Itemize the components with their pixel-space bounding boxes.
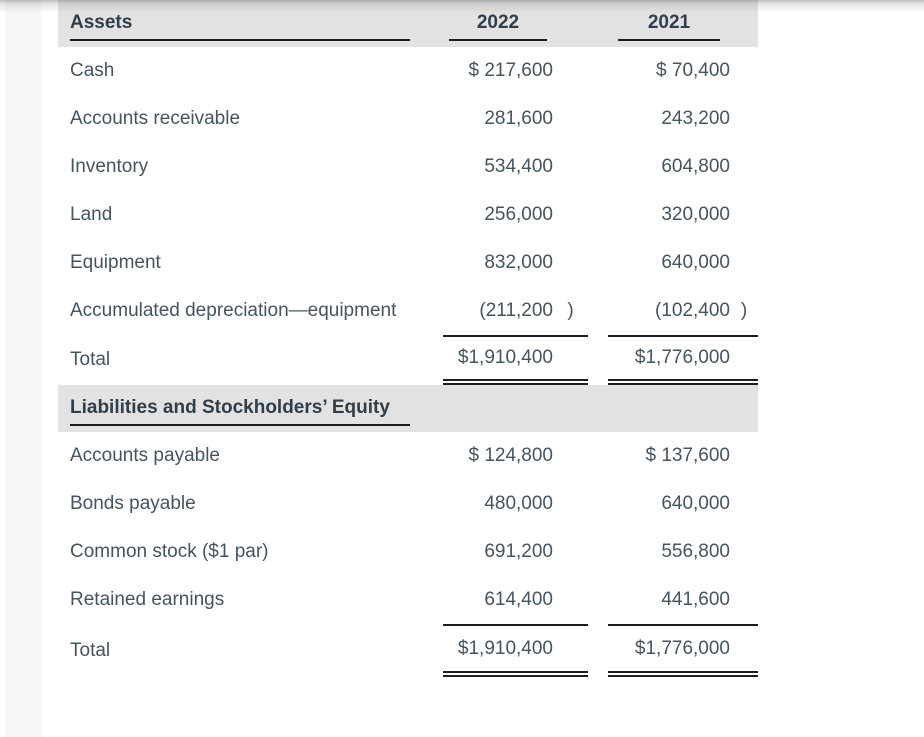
total-cell-2022: $1,910,400 — [443, 624, 588, 677]
row-label: Retained earnings — [70, 589, 225, 610]
table-row-inventory: Inventory 534,400 604,800 — [58, 143, 758, 191]
row-label: Inventory — [70, 156, 149, 177]
cell-2022: 691,200 — [484, 541, 553, 562]
cell-2022: 256,000 — [484, 204, 553, 225]
closing-paren: ) — [740, 300, 748, 321]
row-label: Accounts payable — [70, 445, 220, 466]
left-margin-strip — [5, 0, 42, 737]
cell-2021: $ 70,400 — [656, 60, 730, 81]
cell-2021: (102,400) — [608, 287, 758, 335]
liabilities-section-header-row: Liabilities and Stockholders’ Equity — [58, 385, 758, 432]
cell-2022: (211,200) — [443, 287, 588, 335]
total-cell-2021: $1,776,000 — [608, 335, 758, 385]
assets-section-title: Assets — [70, 6, 410, 41]
total-label: Total — [70, 349, 111, 370]
row-label: Accumulated depreciation—equipment — [70, 300, 397, 321]
cell-2021: 640,000 — [661, 493, 730, 514]
total-cell-2021: $1,776,000 — [608, 624, 758, 677]
total-cell-2022: $1,910,400 — [443, 335, 588, 385]
cell-2021: 243,200 — [661, 108, 730, 129]
column-gap — [588, 0, 608, 47]
cell-2022: $ 124,800 — [468, 445, 553, 466]
row-label: Equipment — [70, 252, 161, 273]
table-row-retained-earnings: Retained earnings 614,400 441,600 — [58, 576, 758, 624]
cell-2021: 320,000 — [661, 204, 730, 225]
table-row-land: Land 256,000 320,000 — [58, 191, 758, 239]
assets-section-title-cell: Assets — [58, 0, 443, 47]
table-row-common-stock: Common stock ($1 par) 691,200 556,800 — [58, 528, 758, 576]
row-label: Accounts receivable — [70, 108, 241, 129]
column-header-2022-cell: 2022 — [443, 0, 588, 47]
column-header-2021: 2021 — [618, 6, 720, 41]
assets-total-row: Total $1,910,400 $1,776,000 — [58, 335, 758, 385]
total-label: Total — [70, 639, 111, 661]
closing-paren: ) — [567, 300, 574, 321]
liabilities-section-title: Liabilities and Stockholders’ Equity — [70, 391, 410, 426]
table-row-equipment: Equipment 832,000 640,000 — [58, 239, 758, 287]
row-label: Cash — [70, 60, 115, 81]
negative-value: (102,400 — [654, 300, 730, 321]
table-row-accounts-payable: Accounts payable $ 124,800 $ 137,600 — [58, 432, 758, 480]
cell-2022: 832,000 — [484, 252, 553, 273]
table-row-accumulated-depreciation: Accumulated depreciation—equipment (211,… — [58, 287, 758, 335]
cell-2021: 556,800 — [661, 541, 730, 562]
column-header-2021-cell: 2021 — [608, 0, 758, 47]
cell-2021: 441,600 — [661, 589, 730, 610]
row-label: Bonds payable — [70, 493, 196, 514]
row-label: Land — [70, 204, 113, 225]
cell-2022: 534,400 — [484, 156, 553, 177]
cell-2021: 640,000 — [661, 252, 730, 273]
column-header-2022: 2022 — [449, 6, 547, 41]
negative-value: (211,200 — [479, 300, 553, 321]
liabilities-section-title-cell: Liabilities and Stockholders’ Equity — [58, 385, 443, 432]
table-row-bonds-payable: Bonds payable 480,000 640,000 — [58, 480, 758, 528]
cell-2022: 281,600 — [484, 108, 553, 129]
balance-sheet-table: Assets 2022 2021 Cash $ 217,600 $ 70,400… — [58, 0, 758, 677]
table-row-accounts-receivable: Accounts receivable 281,600 243,200 — [58, 95, 758, 143]
liabilities-total-row: Total $1,910,400 $1,776,000 — [58, 624, 758, 677]
cell-2022: $ 217,600 — [468, 60, 553, 81]
table-row-cash: Cash $ 217,600 $ 70,400 — [58, 47, 758, 95]
assets-section-header-row: Assets 2022 2021 — [58, 0, 758, 47]
row-label: Common stock ($1 par) — [70, 541, 269, 562]
cell-2021: $ 137,600 — [645, 445, 730, 466]
cell-2021: 604,800 — [661, 156, 730, 177]
cell-2022: 614,400 — [484, 589, 553, 610]
cell-2022: 480,000 — [484, 493, 553, 514]
